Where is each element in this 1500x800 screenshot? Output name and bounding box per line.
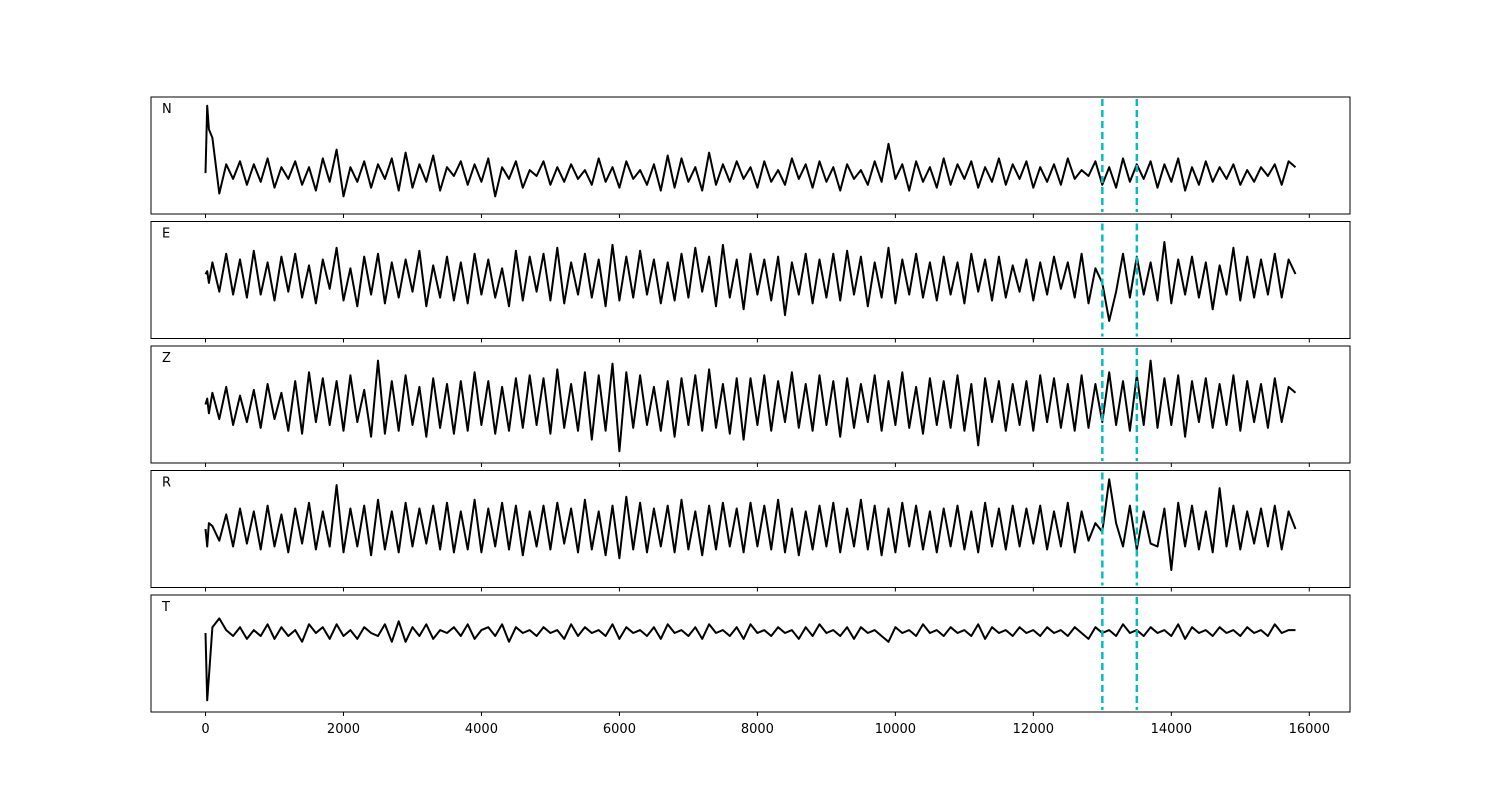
panel-label: R <box>162 476 171 491</box>
x-tick-label: 10000 <box>875 722 916 737</box>
panel-frame <box>150 96 1351 215</box>
panel-label: E <box>162 227 170 242</box>
panel-frame <box>150 594 1351 713</box>
x-tick-label: 8000 <box>741 722 774 737</box>
signal-line <box>204 104 1297 198</box>
panel-frame <box>150 221 1351 339</box>
x-tick-label: 0 <box>201 722 209 737</box>
x-tick-label: 2000 <box>327 722 360 737</box>
signal-line <box>204 478 1297 571</box>
x-tick-label: 14000 <box>1151 722 1192 737</box>
x-tick-label: 4000 <box>465 722 498 737</box>
panel-label: T <box>161 600 170 615</box>
x-tick-label: 12000 <box>1013 722 1054 737</box>
panel-frame <box>150 470 1351 588</box>
x-tick-label: 16000 <box>1289 722 1330 737</box>
panel-label: N <box>162 102 172 117</box>
x-tick-label: 6000 <box>603 722 636 737</box>
signal-line <box>204 617 1296 702</box>
signal-line <box>204 241 1297 322</box>
signal-line <box>204 359 1297 453</box>
panel-label: Z <box>162 351 171 366</box>
panel-frame <box>150 345 1351 464</box>
